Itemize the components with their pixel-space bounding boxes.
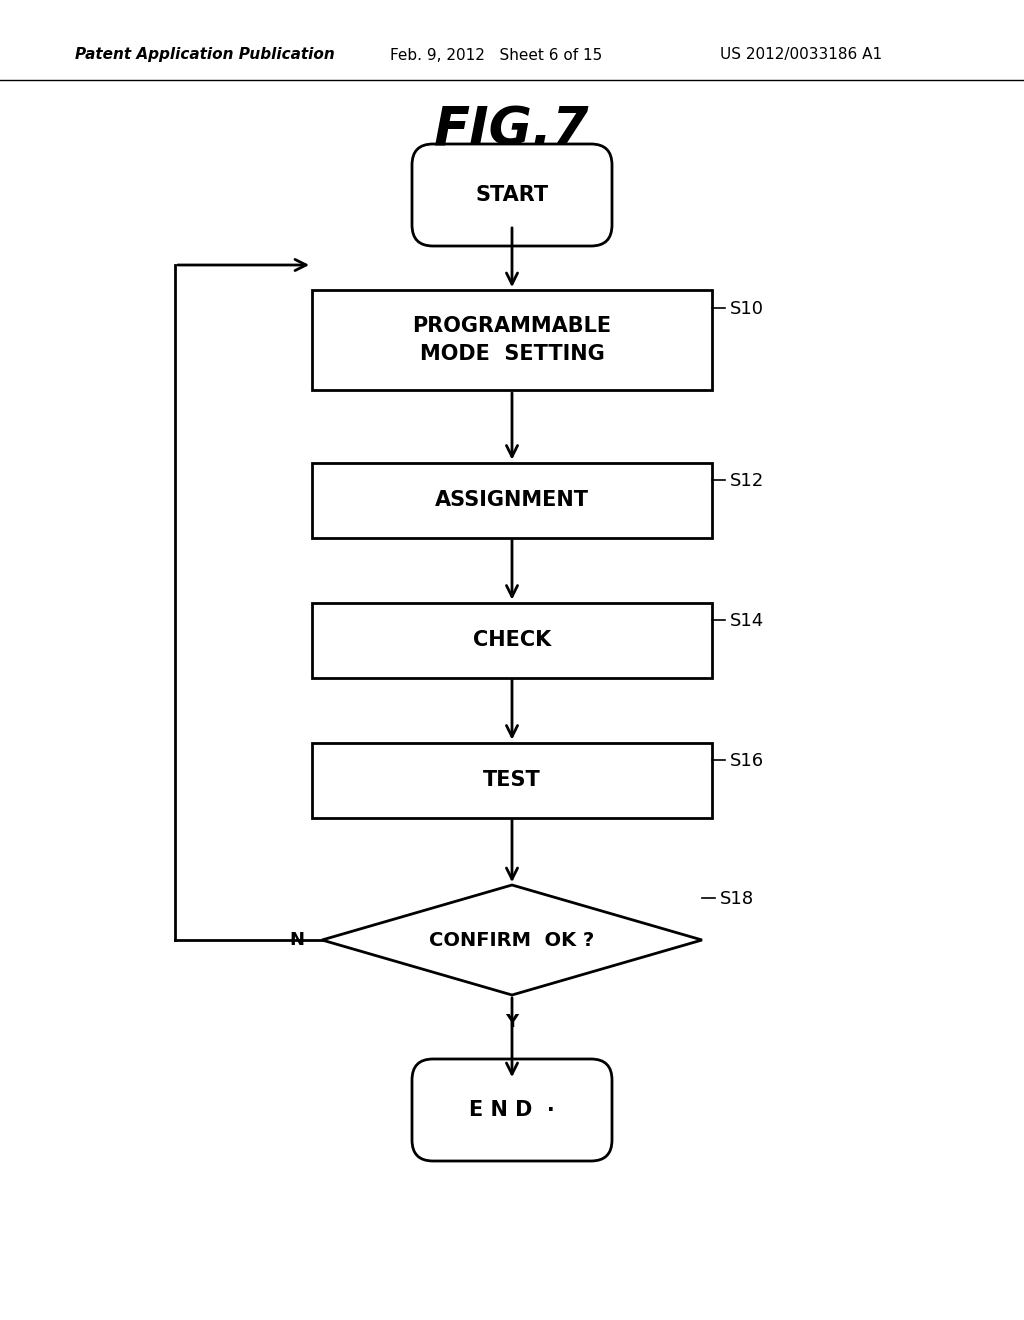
Text: S16: S16 (730, 752, 764, 770)
FancyBboxPatch shape (412, 1059, 612, 1162)
Text: S14: S14 (730, 612, 764, 630)
Text: CONFIRM  OK ?: CONFIRM OK ? (429, 931, 595, 949)
Text: US 2012/0033186 A1: US 2012/0033186 A1 (720, 48, 882, 62)
Text: START: START (475, 185, 549, 205)
Polygon shape (322, 884, 702, 995)
Text: PROGRAMMABLE
MODE  SETTING: PROGRAMMABLE MODE SETTING (413, 315, 611, 364)
Text: N: N (289, 931, 304, 949)
Bar (312, 462, 712, 537)
Bar (312, 290, 712, 389)
Text: CHECK: CHECK (473, 630, 551, 649)
Text: E N D  ·: E N D · (469, 1100, 555, 1119)
FancyBboxPatch shape (412, 144, 612, 246)
Bar (312, 742, 712, 817)
Text: S18: S18 (720, 890, 754, 908)
Text: S12: S12 (730, 473, 764, 490)
Text: Y: Y (506, 1012, 518, 1031)
Text: TEST: TEST (483, 770, 541, 789)
Bar (312, 602, 712, 677)
Text: ASSIGNMENT: ASSIGNMENT (435, 490, 589, 510)
Text: Feb. 9, 2012   Sheet 6 of 15: Feb. 9, 2012 Sheet 6 of 15 (390, 48, 602, 62)
Text: S10: S10 (730, 300, 764, 318)
Text: Patent Application Publication: Patent Application Publication (75, 48, 335, 62)
Text: FIG.7: FIG.7 (434, 104, 590, 156)
